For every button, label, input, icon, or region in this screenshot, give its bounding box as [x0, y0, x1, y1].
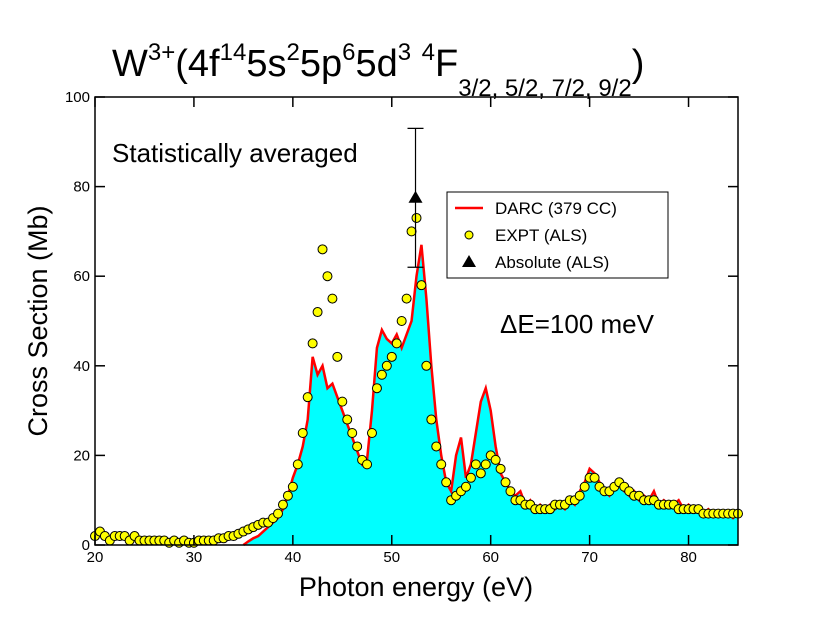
- data-point: [376, 369, 387, 380]
- y-tick-label: 0: [82, 537, 90, 554]
- legend-swatch: [464, 230, 474, 240]
- data-point: [470, 459, 481, 470]
- data-point: [460, 481, 471, 492]
- data-point: [406, 226, 417, 237]
- data-point: [307, 338, 318, 349]
- data-point: [465, 472, 476, 483]
- data-point: [292, 459, 303, 470]
- data-point: [386, 351, 397, 362]
- plot-area: [90, 127, 743, 548]
- title-part: 14: [220, 39, 247, 66]
- data-point: [421, 360, 432, 371]
- legend-box: [446, 191, 669, 279]
- data-point: [505, 486, 516, 497]
- annotation: Statistically averaged: [112, 138, 358, 168]
- data-point: [282, 490, 293, 501]
- legend-label: Absolute (ALS): [495, 253, 609, 272]
- data-point: [277, 499, 288, 510]
- data-point: [302, 392, 313, 403]
- y-tick-label: 100: [65, 89, 90, 106]
- data-point: [371, 383, 382, 394]
- data-point: [495, 463, 506, 474]
- data-point: [436, 459, 447, 470]
- data-point: [408, 190, 423, 203]
- data-point: [366, 428, 377, 438]
- data-point: [416, 280, 427, 291]
- data-point: [475, 468, 486, 479]
- data-point: [287, 481, 298, 492]
- title-part: 5s: [246, 43, 286, 85]
- data-point: [441, 477, 452, 488]
- title-part: ): [632, 43, 645, 85]
- legend-label: EXPT (ALS): [495, 226, 587, 245]
- data-point: [480, 459, 491, 470]
- data-point: [401, 293, 412, 304]
- data-point: [312, 307, 323, 318]
- title-part: 6: [342, 39, 355, 66]
- data-point: [431, 441, 442, 452]
- data-point: [362, 459, 373, 470]
- data-point: [589, 472, 600, 483]
- data-point: [396, 316, 407, 326]
- x-tick-label: 40: [285, 549, 302, 566]
- x-tick-label: 50: [383, 549, 400, 566]
- data-point: [322, 271, 333, 282]
- title-part: 3+: [148, 39, 175, 66]
- data-point: [411, 212, 422, 223]
- data-point: [297, 428, 308, 438]
- y-tick-label: 20: [73, 447, 90, 464]
- data-point: [574, 490, 585, 501]
- data-point: [273, 508, 284, 519]
- data-point: [391, 338, 402, 349]
- data-point: [426, 414, 437, 425]
- annotation: ΔE=100 meV: [500, 309, 655, 339]
- x-tick-label: 60: [482, 549, 499, 566]
- y-tick-label: 80: [73, 179, 90, 196]
- plot-frame: [94, 96, 739, 546]
- x-tick-label: 30: [186, 549, 203, 566]
- title-part: 3: [398, 39, 411, 66]
- title-part: F: [435, 43, 458, 85]
- title-part: 5d: [355, 43, 397, 85]
- y-axis-label: Cross Section (Mb): [23, 205, 53, 436]
- y-tick-label: 40: [73, 358, 90, 375]
- data-point: [317, 244, 328, 255]
- title-part: (4f: [175, 43, 220, 85]
- x-tick-label: 20: [87, 549, 104, 566]
- data-point: [347, 428, 358, 438]
- title-part: 4: [422, 39, 435, 66]
- data-point: [500, 477, 511, 488]
- data-point: [490, 454, 501, 465]
- title-part: 2: [286, 39, 299, 66]
- data-point: [337, 396, 348, 407]
- data-point: [352, 441, 363, 452]
- title-part: W: [112, 43, 148, 85]
- title-part: [411, 43, 422, 85]
- legend-label: DARC (379 CC): [495, 199, 617, 218]
- data-point: [579, 481, 590, 492]
- title-part: 3/2, 5/2, 7/2, 9/2: [458, 75, 631, 102]
- legend-swatch: [462, 255, 476, 267]
- y-tick-label: 60: [73, 268, 90, 285]
- x-tick-label: 70: [581, 549, 598, 566]
- data-point: [342, 414, 353, 425]
- data-point: [381, 360, 392, 371]
- title-part: 5p: [300, 43, 342, 85]
- area: [243, 244, 738, 545]
- x-tick-label: 80: [680, 549, 697, 566]
- data-point: [327, 293, 338, 304]
- data-point: [332, 351, 343, 362]
- x-axis-label: Photon energy (eV): [299, 572, 533, 602]
